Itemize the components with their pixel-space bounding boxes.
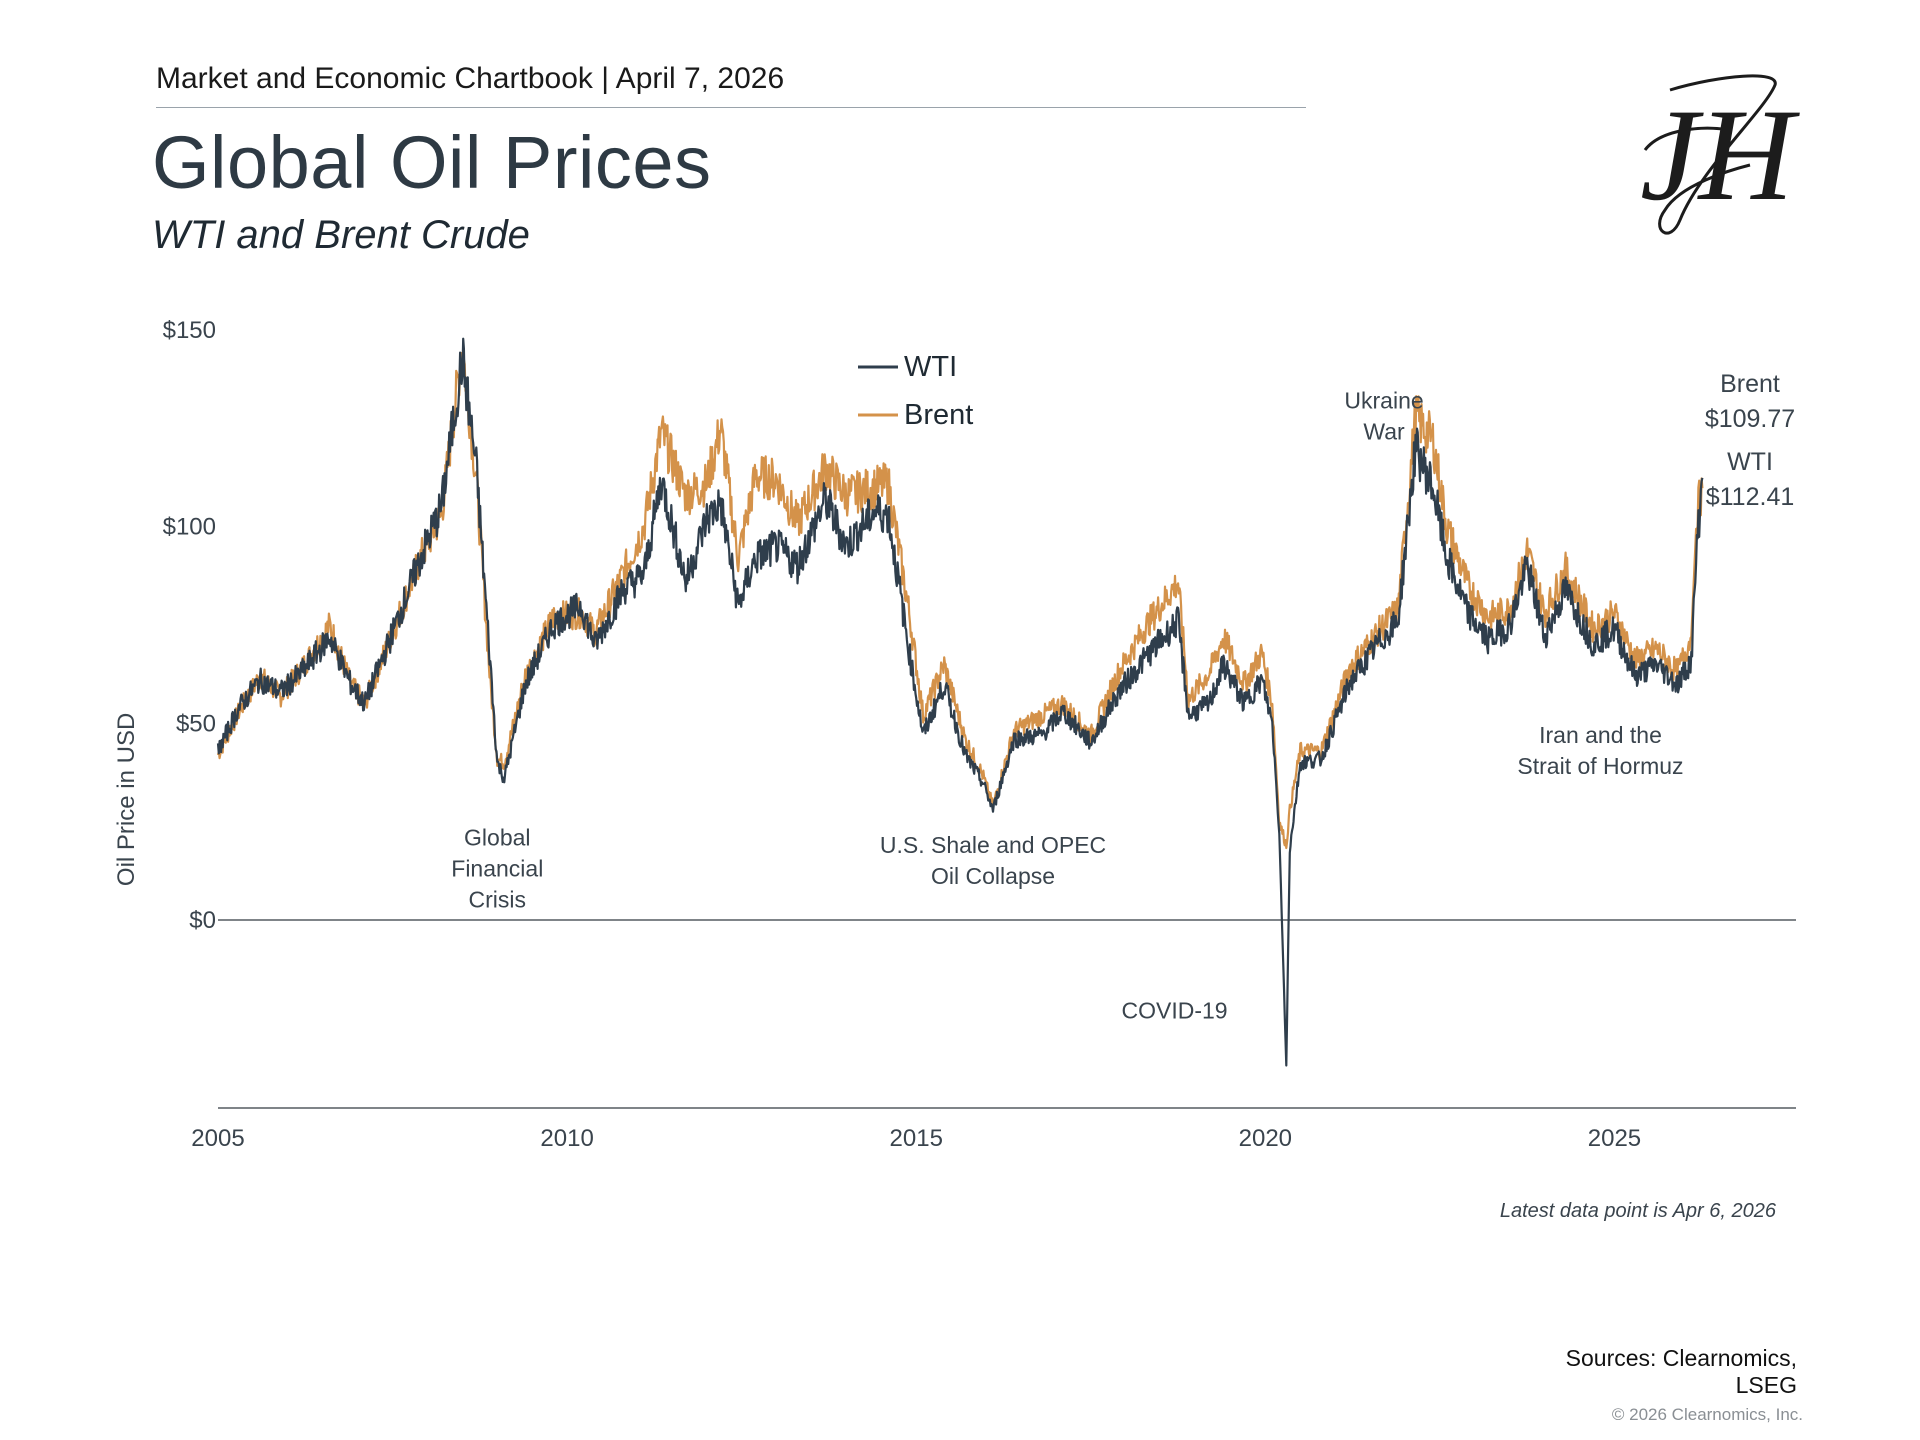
annotation-gfc: Financial — [451, 855, 543, 881]
logo-letters: JH — [1640, 81, 1794, 228]
annotation-shale: Oil Collapse — [931, 863, 1055, 889]
annotation-iran: Iran and the — [1539, 722, 1662, 748]
end-label-name-wti: WTI — [1727, 448, 1773, 476]
y-tick-label: $100 — [163, 514, 216, 541]
chart-text: $0 $50 $100 $150 2005 2010 2015 2020 2025 Oil Pri… — [113, 317, 1795, 1152]
sources-note: Sources: Clearnomics, LSEG — [1497, 1345, 1797, 1399]
chart-grid — [218, 919, 1796, 1109]
legend-label-brent: Brent — [904, 399, 973, 431]
sources-line-2: LSEG — [1735, 1372, 1797, 1398]
chart-lines — [216, 337, 1704, 1067]
end-label-value-wti: $112.41 — [1706, 483, 1795, 511]
header-divider — [156, 107, 1306, 108]
monogram-logo: JH — [1640, 70, 1794, 240]
sources-line-1: Sources: Clearnomics, — [1565, 1345, 1797, 1371]
page-subtitle: WTI and Brent Crude — [152, 213, 530, 257]
y-tick-label: $0 — [189, 907, 216, 934]
end-label-name-brent: Brent — [1720, 370, 1780, 398]
annotation-iran: Strait of Hormuz — [1517, 753, 1683, 779]
x-tick-label: 2015 — [890, 1125, 943, 1152]
page-title: Global Oil Prices — [152, 121, 712, 204]
x-tick-label: 2005 — [191, 1125, 244, 1152]
copyright-note: © 2026 Clearnomics, Inc. — [1611, 1405, 1803, 1424]
annotation-ukraine: Ukraine — [1344, 388, 1423, 414]
latest-data-note: Latest data point is Apr 6, 2026 — [1499, 1200, 1776, 1222]
end-label-value-brent: $109.77 — [1705, 405, 1795, 433]
x-tick-label: 2020 — [1239, 1125, 1292, 1152]
annotation-covid: COVID-19 — [1122, 997, 1228, 1023]
y-axis-title: Oil Price in USD — [113, 713, 140, 886]
legend-label-wti: WTI — [904, 351, 957, 383]
x-tick-label: 2025 — [1588, 1125, 1641, 1152]
annotation-gfc: Crisis — [469, 886, 527, 912]
logo-swirl-icon — [1643, 74, 1777, 235]
x-tick-label: 2010 — [540, 1125, 593, 1152]
series-line-wti — [216, 337, 1704, 1067]
y-tick-label: $50 — [176, 710, 216, 737]
y-tick-label: $150 — [163, 317, 216, 344]
annotation-gfc: Global — [464, 824, 530, 850]
chartbook-header: Market and Economic Chartbook | April 7,… — [156, 62, 785, 95]
annotation-shale: U.S. Shale and OPEC — [880, 832, 1106, 858]
annotation-ukraine: War — [1363, 419, 1405, 445]
